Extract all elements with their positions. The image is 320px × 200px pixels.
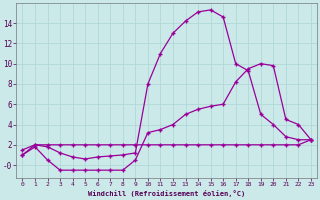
- X-axis label: Windchill (Refroidissement éolien,°C): Windchill (Refroidissement éolien,°C): [88, 190, 245, 197]
